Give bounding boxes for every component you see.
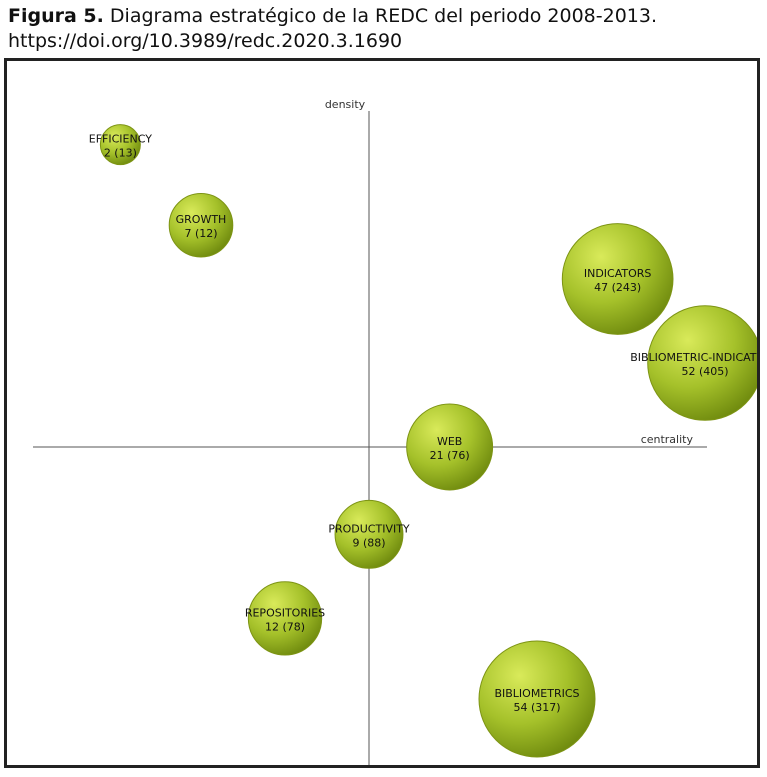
bubble-label: WEB [437, 435, 462, 448]
bubble-circle [99, 124, 141, 166]
figure-caption: Figura 5. Diagrama estratégico de la RED… [8, 4, 763, 54]
bubble-label: EFFICIENCY [89, 133, 152, 146]
bubble-label: BIBLIOMETRICS [494, 687, 579, 700]
figure-title: Diagrama estratégico de la REDC del peri… [109, 5, 658, 27]
bubble-count-label: 12 (78) [265, 620, 305, 633]
bubble-count-label: 2 (13) [104, 147, 137, 160]
bubble-circle [561, 223, 674, 335]
bubble-count-label: 9 (88) [352, 536, 385, 549]
bubble-circle [247, 581, 323, 656]
bubble-count-label: 47 (243) [594, 281, 641, 294]
bubble-count-label: 54 (317) [513, 701, 560, 714]
bubble-count-label: 7 (12) [184, 227, 217, 240]
bubble-circle [647, 305, 757, 421]
bubble-circle [168, 192, 234, 258]
chart-frame: centrality density EFFICIENCY 2 (13) GROWTH… [4, 58, 760, 768]
bubble-label: INDICATORS [584, 267, 652, 280]
figure-number: Figura 5. [8, 5, 104, 27]
bubble-bibliometric-indicators: BIBLIOMETRIC-INDICATORS52 (405) [630, 305, 757, 421]
bubble-circle [478, 640, 596, 758]
y-axis-label: density [325, 98, 366, 111]
bubble-count-label: 52 (405) [681, 365, 728, 378]
x-axis-label: centrality [641, 433, 694, 446]
bubble-count-label: 21 (76) [430, 449, 470, 462]
figure-doi-link[interactable]: https://doi.org/10.3989/redc.2020.3.1690 [8, 30, 403, 52]
bubble-label: BIBLIOMETRIC-INDICATORS [630, 351, 757, 364]
bubble-label: PRODUCTIVITY [328, 522, 410, 535]
bubble-circle [334, 499, 404, 569]
bubble-label: GROWTH [176, 213, 227, 226]
bubble-label: REPOSITORIES [245, 606, 325, 619]
bubble-circle [406, 403, 494, 491]
